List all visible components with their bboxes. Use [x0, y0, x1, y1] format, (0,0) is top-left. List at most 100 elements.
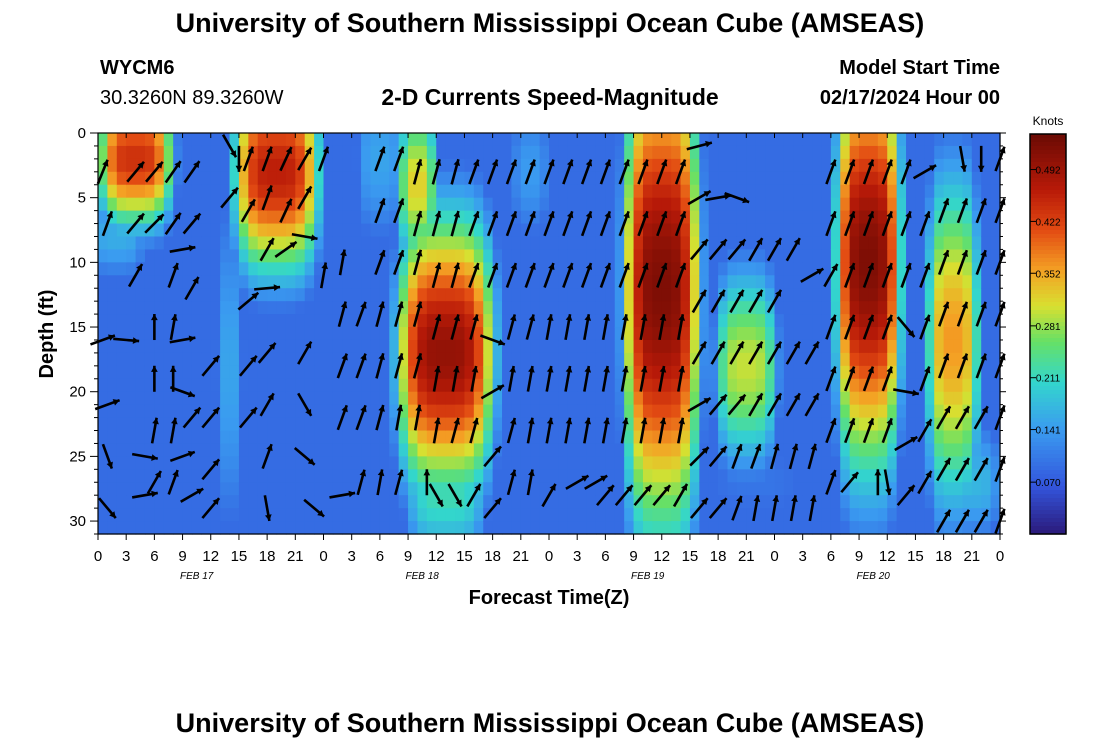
heatmap-cell — [295, 171, 306, 186]
heatmap-cell — [661, 249, 672, 263]
heatmap-cell — [595, 262, 606, 276]
heatmap-cell — [671, 456, 682, 470]
heatmap-cell — [577, 430, 588, 445]
heatmap-cell — [962, 469, 973, 483]
heatmap-cell — [577, 223, 588, 238]
heatmap-cell — [417, 314, 428, 328]
colorbar-cell — [1030, 198, 1066, 203]
heatmap-cell — [971, 223, 982, 238]
heatmap-cell — [182, 521, 193, 535]
current-vector — [708, 497, 728, 519]
heatmap-cell — [398, 391, 409, 406]
heatmap-cell — [793, 158, 804, 173]
vector-head — [434, 159, 442, 167]
heatmap-cell — [783, 158, 794, 173]
heatmap-cell — [652, 352, 663, 367]
current-vector — [470, 365, 479, 392]
heatmap-cell — [154, 365, 165, 380]
current-vector — [639, 365, 648, 392]
heatmap-cell — [116, 314, 127, 328]
heatmap-cell — [520, 249, 531, 263]
current-vector — [254, 284, 281, 291]
heatmap-cell — [520, 495, 531, 509]
heatmap-cell — [332, 171, 343, 186]
heatmap-cell — [473, 495, 484, 509]
heatmap-cell — [539, 288, 550, 302]
vector-head — [848, 366, 856, 374]
heatmap-cell — [539, 456, 550, 470]
heatmap-cell — [144, 210, 155, 225]
heatmap-cell — [248, 301, 259, 315]
heatmap-cell — [398, 443, 409, 457]
heatmap-cell — [511, 197, 522, 212]
heatmap-cell — [511, 314, 522, 328]
heatmap-cell — [304, 262, 315, 276]
heatmap-cell — [849, 145, 860, 160]
vector-head — [772, 495, 779, 502]
heatmap-cell — [370, 184, 381, 199]
heatmap-cell — [896, 391, 907, 406]
heatmap-cell — [727, 469, 738, 483]
heatmap-cell — [144, 288, 155, 302]
heatmap-cell — [530, 288, 541, 302]
current-vector — [975, 249, 987, 276]
heatmap-cell — [830, 133, 841, 147]
colorbar-cell — [1030, 322, 1066, 327]
heatmap-cell — [210, 158, 221, 173]
heatmap-cell — [417, 197, 428, 212]
heatmap-cell — [727, 482, 738, 496]
heatmap-cell — [868, 288, 879, 302]
heatmap-cell — [116, 430, 127, 445]
heatmap-cell — [464, 197, 475, 212]
colorbar-cell — [1030, 294, 1066, 299]
heatmap-cell — [614, 469, 625, 483]
heatmap-cell — [802, 145, 813, 160]
heatmap-cell — [981, 171, 992, 186]
current-vector — [257, 342, 277, 364]
heatmap-cell — [191, 339, 202, 354]
heatmap-cell — [304, 365, 315, 380]
heatmap-cell — [595, 327, 606, 341]
heatmap-cell — [887, 133, 898, 147]
heatmap-cell — [98, 482, 108, 496]
heatmap-cell — [821, 288, 832, 302]
heatmap-cell — [840, 262, 851, 276]
heatmap-cell — [671, 339, 682, 354]
vector-head — [273, 284, 281, 291]
heatmap-cell — [530, 443, 541, 457]
heatmap-cell — [163, 417, 174, 432]
heatmap-cell — [680, 339, 691, 354]
heatmap-cell — [708, 391, 719, 406]
vector-head — [867, 366, 874, 374]
heatmap-cell — [727, 378, 738, 393]
vector-head — [622, 314, 629, 321]
heatmap-cell — [774, 456, 785, 470]
heatmap-cell — [567, 223, 578, 238]
heatmap-cell — [361, 339, 372, 354]
vector-head — [566, 159, 574, 167]
heatmap-cell — [595, 352, 606, 367]
heatmap-cell — [323, 288, 334, 302]
heatmap-cell — [98, 430, 108, 445]
heatmap-cell — [417, 184, 428, 199]
heatmap-cell — [492, 352, 503, 367]
heatmap-cell — [915, 184, 926, 199]
heatmap-cell — [774, 469, 785, 483]
heatmap-cell — [558, 275, 569, 289]
current-vector — [526, 417, 535, 444]
heatmap-cell — [746, 288, 757, 302]
heatmap-cell — [511, 404, 522, 419]
heatmap-cell — [605, 275, 616, 289]
heatmap-cell — [671, 508, 682, 522]
heatmap-cell — [417, 210, 428, 225]
heatmap-cell — [971, 314, 982, 328]
heatmap-cell — [342, 430, 353, 445]
heatmap-cell — [727, 391, 738, 406]
current-vector — [524, 210, 536, 237]
y-tick-label: 25 — [69, 448, 86, 465]
heatmap-cell — [699, 275, 710, 289]
heatmap-cell — [802, 314, 813, 328]
heatmap-cell — [248, 365, 259, 380]
heatmap-cell — [408, 443, 419, 457]
heatmap-cell — [257, 197, 268, 212]
